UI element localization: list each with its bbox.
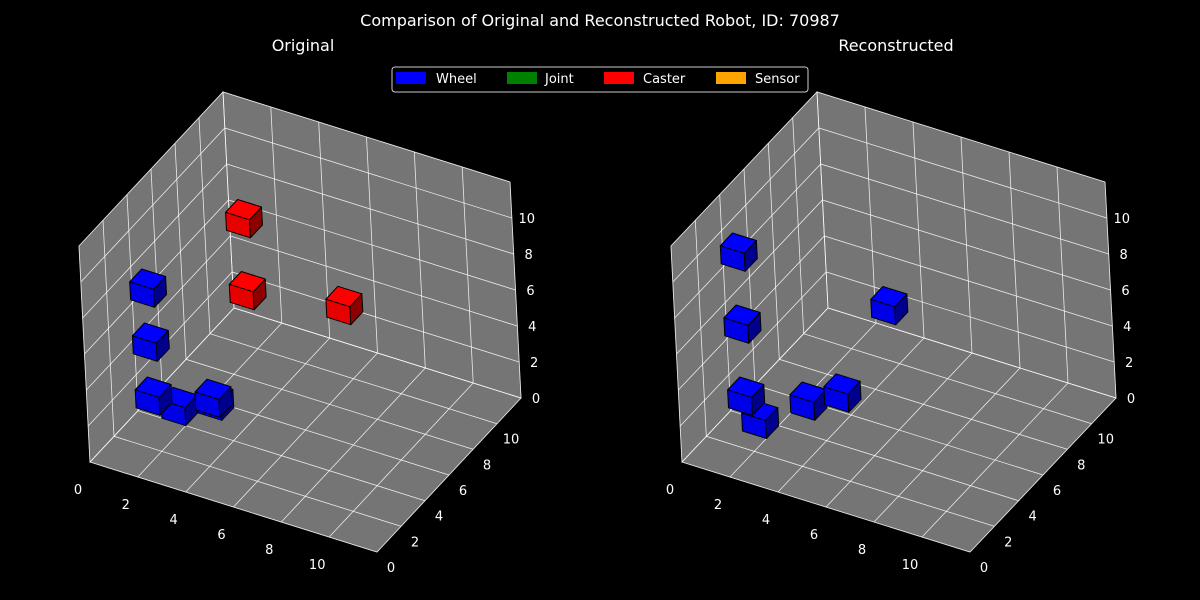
voxel-face-top xyxy=(134,376,172,398)
voxel-face-top xyxy=(325,285,363,308)
x-tick-label: 2 xyxy=(714,498,722,513)
y-tick-label: 4 xyxy=(435,510,443,525)
figure-title: Comparison of Original and Reconstructed… xyxy=(360,11,840,30)
z-tick-label: 4 xyxy=(528,320,536,335)
voxel-wheel xyxy=(727,376,766,416)
z-tick-label: 4 xyxy=(1123,320,1131,335)
legend-label-caster: Caster xyxy=(643,72,686,87)
legend-item-joint: Joint xyxy=(507,72,574,87)
gridline-z xyxy=(670,91,1106,247)
x-tick-label: 6 xyxy=(217,528,225,543)
legend-item-wheel: Wheel xyxy=(396,72,477,87)
x-tick-label: 10 xyxy=(902,558,919,573)
gridline-z xyxy=(679,271,1115,427)
voxel-wheel xyxy=(131,322,170,362)
voxel-face-top xyxy=(129,268,167,290)
voxel-caster xyxy=(325,285,364,326)
voxel-wheel xyxy=(823,373,862,413)
voxel-face-top xyxy=(225,199,262,221)
voxel-face-top xyxy=(194,378,232,400)
gridline-z xyxy=(674,163,1109,319)
voxel-wheel xyxy=(134,376,173,416)
voxel-wheel xyxy=(129,268,167,308)
y-tick-label: 8 xyxy=(483,458,491,473)
x-tick-label: 2 xyxy=(122,498,130,513)
gridline-z xyxy=(676,199,1111,355)
subplot-title-reconstructed: Reconstructed xyxy=(838,36,953,55)
voxel-wheel xyxy=(789,381,828,421)
z-tick-label: 6 xyxy=(526,284,534,299)
legend-item-caster: Caster xyxy=(604,72,686,87)
x-tick-label: 8 xyxy=(265,543,273,558)
gridline-z xyxy=(82,163,514,319)
x-tick-label: 4 xyxy=(762,513,770,528)
voxel-wheel xyxy=(741,399,780,439)
voxel-face-top xyxy=(870,286,908,308)
z-tick-label: 2 xyxy=(1125,356,1133,371)
axes-original: 0 2 4 6 8 10 0 2 4 6 8 10 0 2 4 6 8 10 xyxy=(74,90,540,576)
legend-frame xyxy=(391,66,809,93)
voxel-face-top xyxy=(228,271,266,293)
y-tick-label: 10 xyxy=(1097,433,1114,448)
gridline-z xyxy=(78,91,511,247)
x-tick-label: 8 xyxy=(858,543,866,558)
gridline-z xyxy=(89,307,522,463)
subplot-title-original: Original xyxy=(272,36,335,55)
y-tick-label: 6 xyxy=(459,484,467,499)
x-tick-label: 0 xyxy=(74,483,82,498)
voxel-caster xyxy=(228,271,267,311)
voxel-face-top xyxy=(723,304,761,326)
y-tick-label: 4 xyxy=(1029,510,1037,525)
x-tick-label: 0 xyxy=(666,483,674,498)
z-tick-label: 0 xyxy=(532,392,540,407)
voxel-wheel xyxy=(719,232,758,272)
z-tick-label: 10 xyxy=(1114,212,1131,227)
y-tick-label: 2 xyxy=(411,535,419,550)
x-tick-label: 4 xyxy=(170,513,178,528)
legend-label-sensor: Sensor xyxy=(755,72,800,87)
gridline-z xyxy=(87,271,520,427)
z-tick-label: 8 xyxy=(525,248,533,263)
z-tick-label: 8 xyxy=(1120,248,1128,263)
gridline-z xyxy=(678,235,1113,391)
voxel-wheel xyxy=(870,286,909,326)
voxel-wheel xyxy=(194,378,233,418)
gridline-z xyxy=(80,127,512,283)
y-tick-label: 8 xyxy=(1077,458,1085,473)
z-tick-label: 2 xyxy=(530,356,538,371)
gridline-z xyxy=(672,127,1107,283)
voxel-face-top xyxy=(719,232,757,254)
voxel-caster xyxy=(225,199,263,239)
axes-reconstructed: 0 2 4 6 8 10 0 2 4 6 8 10 0 2 4 6 8 10 xyxy=(666,90,1135,576)
voxel-face-top xyxy=(727,376,765,398)
x-tick-label: 6 xyxy=(810,528,818,543)
z-tick-label: 0 xyxy=(1127,392,1135,407)
y-tick-label: 10 xyxy=(503,433,520,448)
legend-label-wheel: Wheel xyxy=(436,72,477,87)
voxel-face-top xyxy=(823,373,861,395)
gridline-z xyxy=(84,199,516,355)
voxel-face-top xyxy=(131,322,169,344)
z-tick-label: 10 xyxy=(519,212,536,227)
legend-swatch-sensor xyxy=(716,72,746,84)
legend-swatch-caster xyxy=(604,72,634,84)
legend-swatch-joint xyxy=(507,72,537,84)
legend-label-joint: Joint xyxy=(544,72,574,87)
legend: Wheel Joint Caster Sensor xyxy=(391,66,809,93)
z-tick-label: 6 xyxy=(1121,284,1129,299)
voxel-wheel xyxy=(723,304,762,344)
gridline-z xyxy=(681,307,1117,463)
y-tick-label: 0 xyxy=(980,561,988,576)
x-tick-label: 10 xyxy=(309,558,326,573)
legend-item-sensor: Sensor xyxy=(716,72,800,87)
legend-swatch-wheel xyxy=(396,72,426,84)
y-tick-label: 0 xyxy=(387,561,395,576)
y-tick-label: 6 xyxy=(1053,484,1061,499)
y-tick-label: 2 xyxy=(1004,535,1012,550)
